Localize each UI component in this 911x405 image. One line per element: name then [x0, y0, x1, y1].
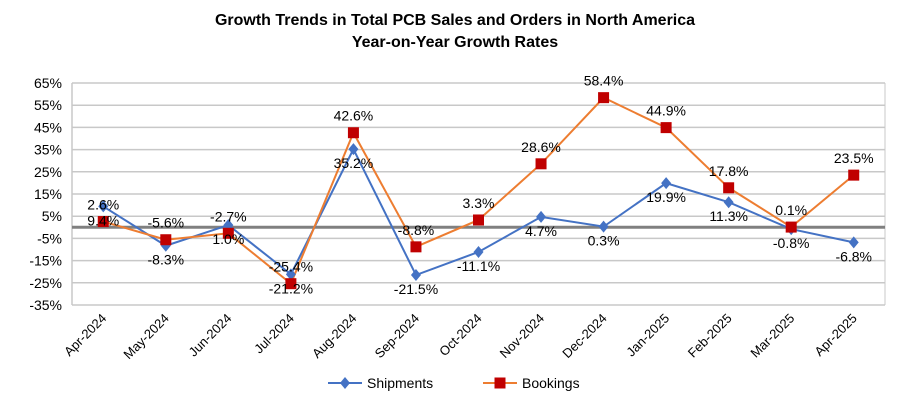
- shipments-point: [661, 177, 672, 190]
- shipments-data-label: 35.2%: [334, 155, 374, 171]
- x-tick-label: Jul-2024: [251, 311, 297, 357]
- x-axis: Apr-2024 May-2024 Jun-2024 Jul-2024 Aug-2024…: [61, 311, 860, 362]
- y-axis: 65% 55% 45% 35% 25% 15% 5% -5% -15% -25% -35%: [29, 75, 62, 313]
- bookings-point: [848, 169, 860, 181]
- bookings-data-label: 28.6%: [521, 139, 561, 155]
- series-group: [97, 92, 860, 290]
- bookings-point: [535, 158, 547, 170]
- y-tick-label: 65%: [34, 75, 62, 91]
- y-tick-label: 45%: [34, 119, 62, 135]
- bookings-point: [660, 122, 672, 134]
- bookings-point: [598, 92, 610, 104]
- bookings-point: [285, 278, 297, 290]
- bookings-data-label: 3.3%: [463, 195, 495, 211]
- x-tick-label: Jun-2024: [186, 311, 235, 360]
- bookings-data-label: 23.5%: [834, 150, 874, 166]
- shipments-data-label: 9.4%: [87, 212, 119, 228]
- bookings-point: [97, 216, 109, 228]
- y-tick-label: -5%: [37, 230, 62, 246]
- bookings-data-label: -8.8%: [398, 222, 435, 238]
- y-tick-label: 15%: [34, 186, 62, 202]
- shipments-point: [348, 143, 359, 156]
- bookings-point: [410, 241, 422, 253]
- shipments-point: [723, 196, 734, 209]
- shipments-data-label: -21.2%: [269, 280, 313, 296]
- shipments-point: [536, 210, 547, 223]
- legend-marker-bookings: [494, 377, 506, 389]
- y-tick-label: 25%: [34, 164, 62, 180]
- bookings-data-label: 17.8%: [709, 163, 749, 179]
- y-tick-label: 5%: [42, 208, 62, 224]
- shipments-data-label: -6.8%: [835, 248, 872, 264]
- y-tick-label: -35%: [29, 297, 62, 313]
- x-tick-label: Jan-2025: [623, 311, 672, 360]
- x-tick-label: May-2024: [120, 311, 171, 362]
- bookings-data-label: 0.1%: [775, 202, 807, 218]
- bookings-point: [347, 127, 359, 139]
- bookings-data-label: 58.4%: [584, 73, 624, 89]
- x-tick-label: Oct-2024: [436, 311, 484, 359]
- legend: Shipments Bookings: [328, 375, 580, 391]
- shipments-point: [410, 269, 421, 282]
- x-tick-label: Sep-2024: [372, 311, 422, 361]
- bookings-data-label: 42.6%: [334, 108, 374, 124]
- bookings-point: [222, 227, 234, 239]
- bookings-point: [785, 221, 797, 233]
- bookings-data-label: 2.6%: [87, 197, 119, 213]
- shipments-point: [98, 200, 109, 213]
- bookings-point: [723, 182, 735, 194]
- x-tick-label: Mar-2025: [747, 311, 797, 361]
- x-tick-label: Apr-2025: [811, 311, 859, 359]
- data-labels: 9.4% -8.3% 1.0% -21.2% 35.2% -21.5% -11.1% 4.7%…: [87, 73, 873, 297]
- shipments-data-label: -21.5%: [394, 281, 438, 297]
- shipments-point: [473, 245, 484, 258]
- chart-subtitle: Year-on-Year Growth Rates: [352, 34, 558, 51]
- legend-label-shipments: Shipments: [367, 375, 433, 391]
- shipments-data-label: -8.3%: [148, 252, 185, 268]
- shipments-data-label: -11.1%: [457, 258, 500, 274]
- shipments-data-label: -0.8%: [773, 235, 810, 251]
- x-tick-label: Feb-2025: [685, 311, 735, 361]
- legend-item-bookings: Bookings: [483, 375, 580, 391]
- shipments-point: [285, 268, 296, 281]
- shipments-data-label: 1.0%: [212, 231, 244, 247]
- bookings-data-label: -25.4%: [269, 259, 313, 275]
- shipments-data-label: 11.3%: [709, 208, 748, 224]
- x-tick-label: Dec-2024: [559, 311, 609, 361]
- x-tick-label: Nov-2024: [497, 311, 547, 361]
- gridlines: [71, 82, 886, 306]
- bookings-point: [473, 214, 484, 226]
- shipments-data-label: 19.9%: [646, 189, 686, 205]
- legend-marker-shipments: [340, 377, 350, 389]
- y-tick-label: 55%: [34, 97, 62, 113]
- shipments-point: [848, 236, 859, 249]
- shipments-data-label: 0.3%: [588, 233, 620, 249]
- y-tick-label: -15%: [29, 253, 62, 269]
- legend-item-shipments: Shipments: [328, 375, 433, 391]
- x-tick-label: Aug-2024: [309, 311, 359, 361]
- bookings-point: [160, 234, 172, 246]
- y-tick-label: -25%: [29, 275, 62, 291]
- shipments-data-label: 4.7%: [525, 223, 557, 239]
- chart-title: Growth Trends in Total PCB Sales and Ord…: [215, 12, 695, 29]
- x-tick-label: Apr-2024: [61, 311, 109, 359]
- bookings-data-label: -2.7%: [210, 208, 247, 224]
- shipments-point: [598, 220, 609, 233]
- bookings-data-label: 44.9%: [646, 103, 686, 119]
- legend-label-bookings: Bookings: [522, 375, 580, 391]
- y-tick-label: 35%: [34, 142, 62, 158]
- bookings-data-label: -5.6%: [148, 215, 185, 231]
